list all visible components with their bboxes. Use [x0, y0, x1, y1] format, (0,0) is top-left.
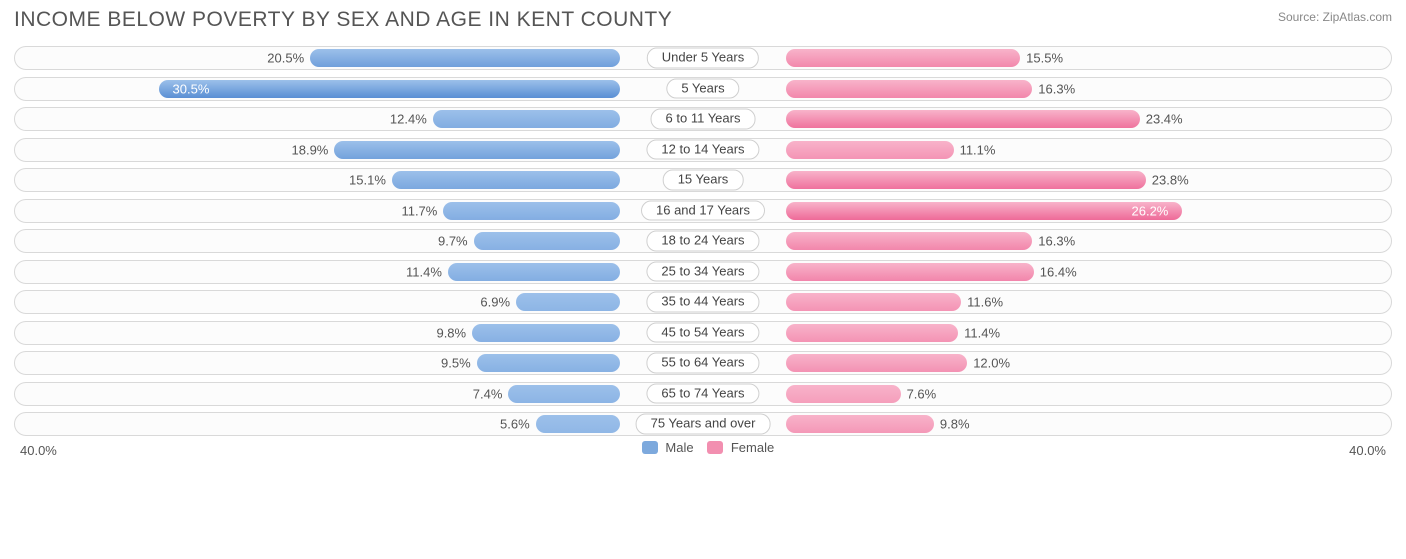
- female-bar: [786, 49, 1021, 67]
- category-label: 55 to 64 Years: [646, 353, 759, 374]
- female-value-label: 11.1%: [960, 142, 996, 157]
- category-label: 12 to 14 Years: [646, 139, 759, 160]
- category-label: 45 to 54 Years: [646, 322, 759, 343]
- category-label: 75 Years and over: [636, 414, 771, 435]
- male-bar: [536, 415, 621, 433]
- male-value-label: 18.9%: [292, 142, 329, 157]
- female-bar: [786, 80, 1033, 98]
- chart-legend: Male Female: [14, 440, 1392, 455]
- male-bar: [159, 80, 621, 98]
- chart-header: INCOME BELOW POVERTY BY SEX AND AGE IN K…: [14, 8, 1392, 32]
- legend-female-label: Female: [731, 440, 774, 455]
- male-bar: [472, 324, 620, 342]
- chart-row: 20.5% 15.5% Under 5 Years: [14, 46, 1392, 70]
- male-bar: [334, 141, 620, 159]
- category-label: 5 Years: [666, 78, 739, 99]
- male-value-label: 5.6%: [500, 417, 530, 432]
- female-value-label: 23.8%: [1152, 173, 1189, 188]
- female-bar: [786, 232, 1033, 250]
- male-value-label: 7.4%: [473, 386, 503, 401]
- chart-row: 9.5% 12.0% 55 to 64 Years: [14, 351, 1392, 375]
- female-value-label: 16.3%: [1038, 234, 1075, 249]
- source-label: Source:: [1278, 10, 1319, 24]
- category-label: 65 to 74 Years: [646, 383, 759, 404]
- female-value-label: 26.2%: [1132, 203, 1169, 218]
- male-value-label: 30.5%: [173, 81, 210, 96]
- chart-row: 12.4% 23.4% 6 to 11 Years: [14, 107, 1392, 131]
- male-bar: [477, 354, 621, 372]
- female-bar: [786, 415, 934, 433]
- male-value-label: 9.8%: [436, 325, 466, 340]
- legend-male-label: Male: [665, 440, 693, 455]
- category-label: 18 to 24 Years: [646, 231, 759, 252]
- category-label: 16 and 17 Years: [641, 200, 765, 221]
- chart-row: 9.7% 16.3% 18 to 24 Years: [14, 229, 1392, 253]
- chart-title: INCOME BELOW POVERTY BY SEX AND AGE IN K…: [14, 8, 672, 32]
- male-value-label: 11.7%: [401, 203, 437, 218]
- female-value-label: 12.0%: [973, 356, 1010, 371]
- female-value-label: 7.6%: [907, 386, 937, 401]
- female-value-label: 9.8%: [940, 417, 970, 432]
- female-bar: [786, 354, 968, 372]
- female-value-label: 15.5%: [1026, 51, 1063, 66]
- category-label: 6 to 11 Years: [651, 109, 756, 130]
- male-bar: [433, 110, 621, 128]
- chart-row: 9.8% 11.4% 45 to 54 Years: [14, 321, 1392, 345]
- female-swatch-icon: [707, 441, 723, 454]
- female-bar: [786, 263, 1034, 281]
- female-bar: [786, 385, 901, 403]
- chart-row: 15.1% 23.8% 15 Years: [14, 168, 1392, 192]
- male-value-label: 9.7%: [438, 234, 468, 249]
- male-bar: [448, 263, 621, 281]
- chart-source: Source: ZipAtlas.com: [1278, 10, 1392, 24]
- male-bar: [474, 232, 621, 250]
- chart-row: 11.4% 16.4% 25 to 34 Years: [14, 260, 1392, 284]
- female-value-label: 23.4%: [1146, 112, 1183, 127]
- male-bar: [508, 385, 620, 403]
- male-value-label: 20.5%: [267, 51, 304, 66]
- female-value-label: 11.4%: [964, 325, 1000, 340]
- female-bar: [786, 293, 962, 311]
- female-bar: [786, 324, 959, 342]
- female-bar: [786, 110, 1140, 128]
- chart-row: 7.4% 7.6% 65 to 74 Years: [14, 382, 1392, 406]
- female-bar: [786, 202, 1183, 220]
- male-value-label: 12.4%: [390, 112, 427, 127]
- diverging-bar-chart: 20.5% 15.5% Under 5 Years 30.5% 16.3% 5 Years…: [14, 46, 1392, 436]
- male-bar: [392, 171, 621, 189]
- source-value: ZipAtlas.com: [1323, 10, 1392, 24]
- female-value-label: 16.3%: [1038, 81, 1075, 96]
- category-label: 25 to 34 Years: [646, 261, 759, 282]
- female-value-label: 11.6%: [967, 295, 1003, 310]
- male-bar: [443, 202, 620, 220]
- male-bar: [310, 49, 620, 67]
- category-label: Under 5 Years: [647, 48, 759, 69]
- male-swatch-icon: [642, 441, 658, 454]
- chart-row: 5.6% 9.8% 75 Years and over: [14, 412, 1392, 436]
- category-label: 35 to 44 Years: [646, 292, 759, 313]
- chart-row: 11.7% 26.2% 16 and 17 Years: [14, 199, 1392, 223]
- male-value-label: 9.5%: [441, 356, 471, 371]
- male-bar: [516, 293, 620, 311]
- male-value-label: 6.9%: [480, 295, 510, 310]
- chart-row: 30.5% 16.3% 5 Years: [14, 77, 1392, 101]
- female-bar: [786, 141, 954, 159]
- chart-row: 18.9% 11.1% 12 to 14 Years: [14, 138, 1392, 162]
- female-bar: [786, 171, 1146, 189]
- male-value-label: 15.1%: [349, 173, 386, 188]
- male-value-label: 11.4%: [406, 264, 442, 279]
- chart-row: 6.9% 11.6% 35 to 44 Years: [14, 290, 1392, 314]
- category-label: 15 Years: [663, 170, 744, 191]
- female-value-label: 16.4%: [1040, 264, 1077, 279]
